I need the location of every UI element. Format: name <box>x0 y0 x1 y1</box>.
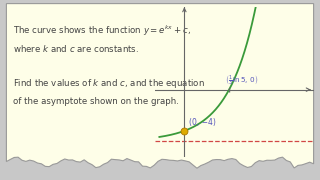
Text: Find the values of $k$ and $c$, and the equation: Find the values of $k$ and $c$, and the … <box>13 77 205 90</box>
Text: where $k$ and $c$ are constants.: where $k$ and $c$ are constants. <box>13 43 139 54</box>
Polygon shape <box>6 4 314 168</box>
Text: The curve shows the function $y = e^{kx} + c$,: The curve shows the function $y = e^{kx}… <box>13 23 191 38</box>
Text: of the asymptote shown on the graph.: of the asymptote shown on the graph. <box>13 97 179 106</box>
Text: $\left(\frac{1}{3}\ln5,\, 0\right)$: $\left(\frac{1}{3}\ln5,\, 0\right)$ <box>225 73 258 87</box>
Text: (0, −4): (0, −4) <box>188 118 215 127</box>
FancyBboxPatch shape <box>3 2 317 178</box>
